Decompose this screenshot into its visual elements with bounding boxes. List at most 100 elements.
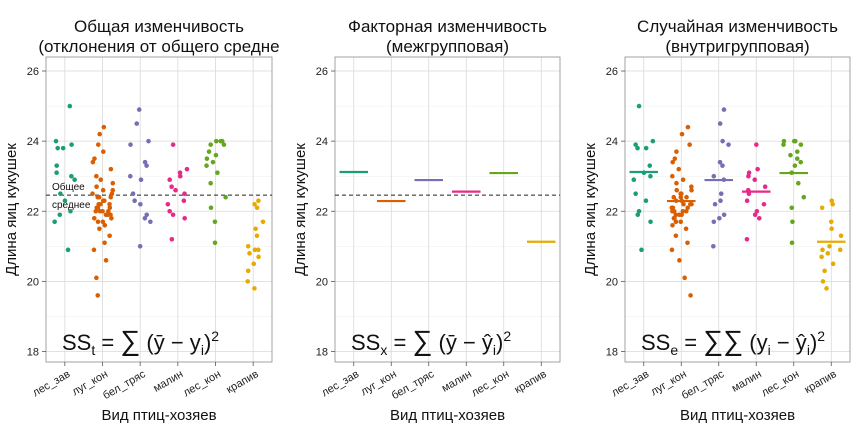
data-point <box>682 275 687 281</box>
data-point <box>677 258 682 263</box>
data-point <box>678 219 684 225</box>
data-point <box>132 198 137 204</box>
data-point <box>107 233 112 239</box>
data-point <box>100 208 105 214</box>
data-point <box>213 138 219 144</box>
data-point <box>142 215 148 221</box>
data-point <box>744 198 750 204</box>
data-point <box>177 170 183 175</box>
data-point <box>829 226 834 232</box>
data-point <box>636 103 642 109</box>
x-tick-label: лес_кон <box>759 368 801 399</box>
formula-text: SSx = ∑ (ȳ − ŷi)2 <box>351 325 511 358</box>
data-point <box>788 152 793 158</box>
data-point <box>685 240 690 246</box>
data-point <box>138 177 144 183</box>
data-point <box>689 187 694 193</box>
data-point <box>204 163 209 168</box>
y-tick-label: 20 <box>27 276 39 288</box>
data-point <box>687 142 692 147</box>
data-point <box>830 261 836 267</box>
data-point <box>93 208 99 214</box>
data-point <box>798 142 804 147</box>
data-point <box>62 198 68 204</box>
data-point <box>94 275 99 281</box>
x-tick-label: лес_кон <box>181 368 223 399</box>
data-point <box>57 212 63 218</box>
data-point <box>801 194 807 200</box>
data-point <box>130 191 136 197</box>
data-point <box>67 103 73 109</box>
panel-title-line1: Общая изменчивость <box>74 17 244 36</box>
data-point <box>245 279 251 284</box>
data-point <box>819 205 825 211</box>
panel-border <box>334 56 561 363</box>
data-point <box>781 142 786 147</box>
data-point <box>134 121 140 126</box>
data-point <box>142 159 148 165</box>
data-point <box>752 212 758 218</box>
data-point <box>110 187 116 193</box>
data-point <box>170 212 176 218</box>
data-point <box>755 166 760 172</box>
x-tick-label: малин <box>151 368 185 395</box>
data-point <box>711 244 716 249</box>
y-tick-label: 26 <box>27 66 39 78</box>
data-point <box>685 205 690 211</box>
data-point <box>65 247 71 253</box>
x-tick-label: крапив <box>224 368 260 396</box>
data-point <box>181 198 187 204</box>
data-point <box>829 198 834 204</box>
data-point <box>103 212 109 218</box>
data-point <box>647 163 653 168</box>
data-point <box>98 177 104 183</box>
data-point <box>95 219 101 225</box>
x-tick-label: крапив <box>512 368 548 396</box>
data-point <box>648 173 653 179</box>
formula: SSe = ∑∑ (yi − ŷi)2 <box>641 325 825 358</box>
data-point <box>819 254 824 260</box>
data-point <box>711 219 717 225</box>
data-point <box>97 226 102 232</box>
data-point <box>253 226 258 232</box>
data-point <box>208 142 213 147</box>
x-tick-label: крапив <box>802 368 838 396</box>
x-tick-label: лес_кон <box>469 368 511 399</box>
data-point <box>718 198 723 204</box>
data-point <box>636 208 642 214</box>
data-point <box>717 159 723 165</box>
data-point <box>633 142 638 147</box>
data-point <box>182 215 187 221</box>
x-axis-label: Вид птиц-хозяев <box>680 407 795 424</box>
data-point <box>670 159 676 165</box>
data-point <box>643 198 649 204</box>
data-point <box>820 279 826 284</box>
data-point <box>94 184 99 190</box>
panel-title-line1: Случайная изменчивость <box>637 17 838 36</box>
data-point <box>688 293 693 298</box>
data-point <box>167 208 173 214</box>
data-point <box>215 170 220 175</box>
formula-text: SSt = ∑ (ȳ − yi)2 <box>62 325 219 358</box>
data-point <box>824 286 829 291</box>
data-point <box>679 131 685 137</box>
panel-title-line1: Факторная изменчивость <box>348 17 547 36</box>
data-point <box>685 124 691 130</box>
data-point <box>756 215 762 221</box>
data-point <box>676 166 682 172</box>
panel-title-line2: (внутригрупповая) <box>665 37 809 56</box>
data-point <box>95 142 101 147</box>
data-point <box>679 191 684 197</box>
data-point <box>795 180 801 186</box>
data-point <box>72 177 77 183</box>
data-point <box>822 268 827 274</box>
data-point <box>92 156 97 161</box>
data-point <box>212 219 218 225</box>
data-point <box>144 212 150 218</box>
data-point <box>54 163 60 168</box>
data-point <box>206 149 212 154</box>
data-point <box>69 173 74 179</box>
data-point <box>109 215 114 221</box>
data-point <box>631 177 637 183</box>
